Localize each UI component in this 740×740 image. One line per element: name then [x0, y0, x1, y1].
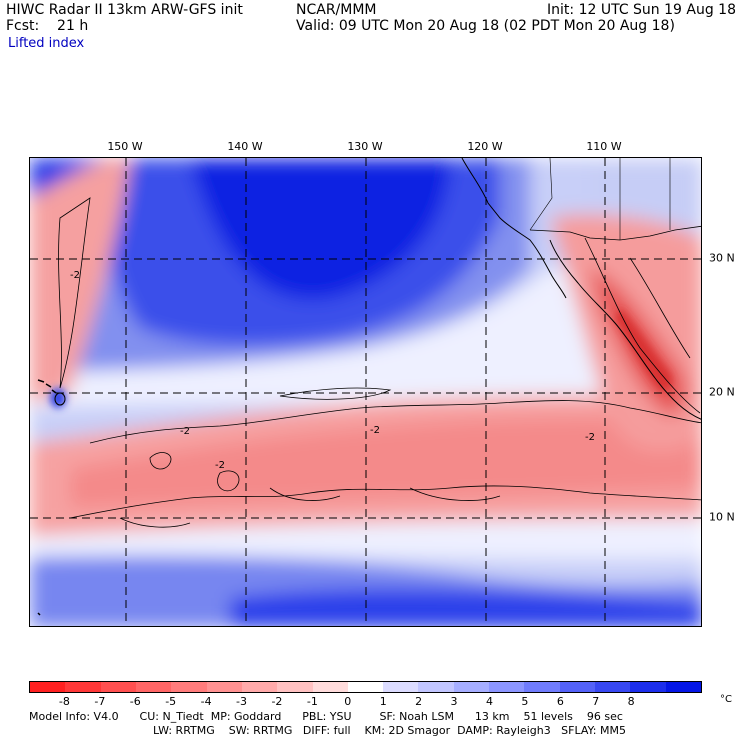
colorbar-tick-label: -4 — [200, 695, 212, 708]
center-name: NCAR/MMM — [296, 2, 377, 18]
lifted-index-map: -2 -2 -2 -2 -2 — [29, 157, 702, 627]
lon-label-150w: 150 W — [107, 140, 143, 153]
colorbar-swatch — [489, 682, 525, 692]
contour-label: -2 — [215, 460, 225, 471]
us-southwest-field — [590, 158, 701, 228]
lifted-index-contours — [58, 197, 701, 528]
colorbar-tick-label: 2 — [415, 695, 423, 708]
stable-core-south — [230, 588, 701, 626]
contour-label: -2 — [70, 270, 80, 281]
colorbar-swatch — [559, 682, 595, 692]
colorbar-tick-label: 6 — [556, 695, 564, 708]
contour-label: -2 — [585, 432, 595, 443]
forecast-hour: Fcst: 21 h — [6, 18, 89, 34]
colorbar-swatch — [383, 682, 419, 692]
island-dot — [37, 612, 41, 616]
state-borders — [529, 158, 671, 240]
valid-time: Valid: 09 UTC Mon 20 Aug 18 (02 PDT Mon … — [296, 18, 675, 34]
colorbar-swatch — [347, 682, 384, 692]
colorbar-tick-label: 8 — [627, 695, 635, 708]
colorbar-swatch — [30, 682, 66, 692]
colorbar-tick-label: -6 — [129, 695, 141, 708]
lon-label-140w: 140 W — [227, 140, 263, 153]
colorbar-tick-label: -2 — [271, 695, 283, 708]
neutral-band-north — [30, 268, 610, 418]
colorbar-swatch — [665, 682, 701, 692]
colorbar — [29, 681, 702, 693]
lat-label-30n: 30 N — [709, 251, 735, 265]
init-time: Init: 12 UTC Sun 19 Aug 18 — [547, 2, 736, 18]
lon-label-130w: 130 W — [347, 140, 383, 153]
colorbar-swatch — [630, 682, 666, 692]
colorbar-swatch — [206, 682, 242, 692]
model-info-line1: Model Info: V4.0 CU: N_Tiedt MP: Goddard… — [29, 710, 623, 723]
colorbar-swatch — [418, 682, 454, 692]
colorbar-swatch — [277, 682, 313, 692]
hawaii-islands — [37, 379, 57, 394]
colorbar-swatch — [312, 682, 348, 692]
colorbar-tick-label: -3 — [236, 695, 247, 708]
colorbar-tick-label: 0 — [344, 695, 352, 708]
colorbar-swatch — [241, 682, 278, 692]
unstable-hawaii-region — [30, 158, 130, 403]
colorbar-swatch — [595, 682, 631, 692]
model-info-line2: LW: RRTMG SW: RRTMG DIFF: full KM: 2D Sm… — [153, 724, 626, 737]
colorbar-tick-label: 1 — [379, 695, 387, 708]
lon-label-120w: 120 W — [467, 140, 503, 153]
colorbar-tick-label: -5 — [165, 695, 177, 708]
chart-title: HIWC Radar II 13km ARW-GFS init — [6, 2, 243, 18]
graticule — [30, 158, 701, 626]
lon-label-110w: 110 W — [586, 140, 622, 153]
lat-label-20n: 20 N — [709, 385, 735, 399]
colorbar-tick-label: -7 — [94, 695, 106, 708]
lat-label-10n: 10 N — [709, 510, 735, 524]
contour-label: -2 — [180, 426, 190, 437]
colorbar-tick-label: 5 — [521, 695, 529, 708]
colorbar-swatch — [135, 682, 172, 692]
colorbar-tick-label: -1 — [306, 695, 318, 708]
colorbar-unit: °C — [720, 694, 732, 705]
coastline — [461, 158, 701, 420]
colorbar-tick-label: 7 — [592, 695, 600, 708]
colorbar-swatch — [453, 682, 490, 692]
unstable-band-core — [70, 417, 701, 508]
field-name: Lifted index — [8, 36, 85, 51]
contour-label: -2 — [370, 425, 380, 436]
colorbar-tick-label: -8 — [58, 695, 70, 708]
stable-max-north — [190, 158, 450, 300]
colorbar-swatch — [100, 682, 136, 692]
colorbar-swatch — [65, 682, 101, 692]
colorbar-swatch — [171, 682, 207, 692]
colorbar-tick-label: 4 — [485, 695, 493, 708]
colorbar-tick-label: 3 — [450, 695, 458, 708]
map-canvas: -2 -2 -2 -2 -2 — [30, 158, 701, 626]
colorbar-swatch — [524, 682, 560, 692]
